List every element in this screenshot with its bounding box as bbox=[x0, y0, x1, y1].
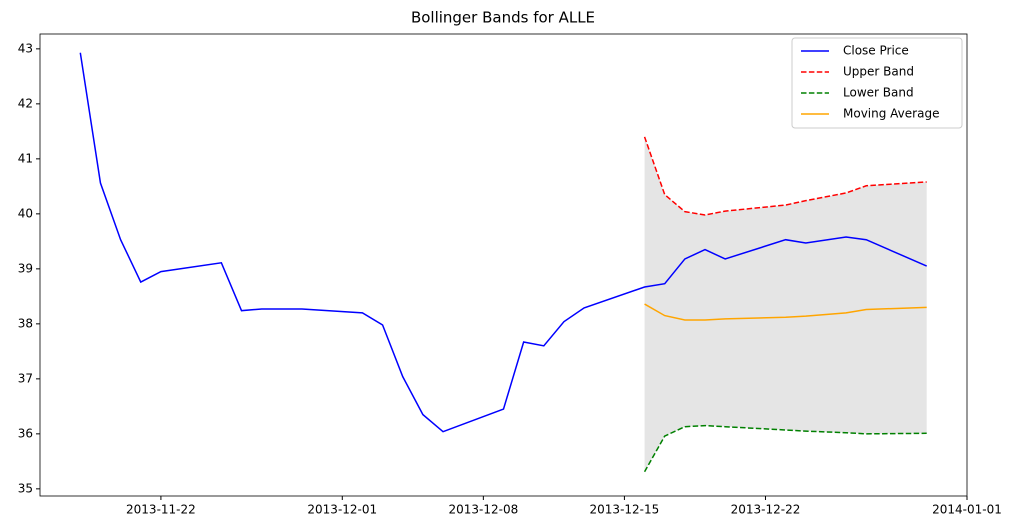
y-tick-label: 42 bbox=[18, 96, 33, 110]
y-tick-label: 37 bbox=[18, 371, 33, 385]
series-line bbox=[644, 303, 927, 321]
legend-label: Close Price bbox=[843, 44, 909, 58]
x-tick-label: 2013-12-08 bbox=[448, 503, 518, 517]
y-tick-label: 36 bbox=[18, 426, 33, 440]
x-tick-label: 2014-01-01 bbox=[932, 503, 1002, 517]
legend-label: Lower Band bbox=[843, 86, 914, 100]
series-line bbox=[79, 52, 927, 433]
x-tick-label: 2013-11-22 bbox=[126, 503, 196, 517]
x-tick-label: 2013-12-15 bbox=[590, 503, 660, 517]
legend-label: Upper Band bbox=[843, 65, 914, 79]
x-tick-label: 2013-12-01 bbox=[307, 503, 377, 517]
y-tick-label: 43 bbox=[18, 41, 33, 55]
y-tick-label: 38 bbox=[18, 316, 33, 330]
chart-title: Bollinger Bands for ALLE bbox=[411, 9, 595, 27]
band-fill bbox=[644, 136, 927, 472]
plot-frame bbox=[39, 33, 968, 497]
y-tick-label: 39 bbox=[18, 261, 33, 275]
x-tick-label: 2013-12-22 bbox=[731, 503, 801, 517]
series-line bbox=[643, 424, 927, 473]
legend-label: Moving Average bbox=[843, 107, 939, 121]
y-tick-label: 35 bbox=[18, 481, 33, 495]
y-tick-label: 40 bbox=[18, 206, 33, 220]
legend-box bbox=[791, 37, 963, 129]
series-line bbox=[643, 136, 927, 216]
y-tick-label: 41 bbox=[18, 151, 33, 165]
